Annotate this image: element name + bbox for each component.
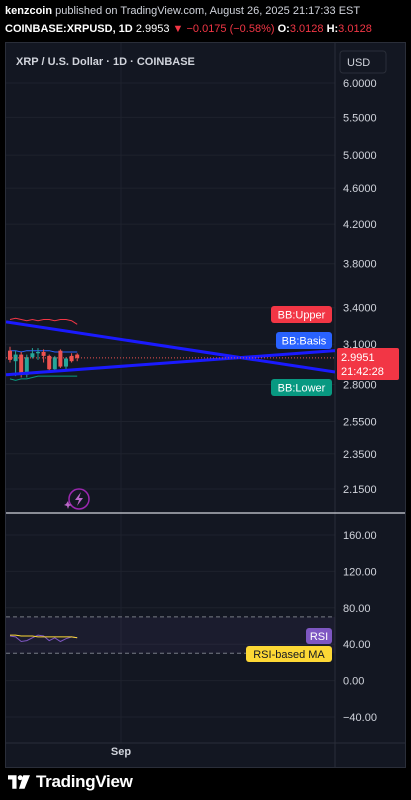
footer-bar (0, 768, 411, 800)
last-price: 2.9953 (135, 23, 170, 35)
rsi-axis-tick: 120.00 (343, 566, 377, 578)
author-name[interactable]: kenzcoin (5, 5, 53, 17)
grid-lines (6, 82, 335, 718)
rsi-axis-tick: 80.00 (343, 603, 371, 615)
candlesticks (8, 346, 80, 378)
price-axis-tick: 4.2000 (343, 219, 377, 231)
publish-line: kenzcoin published on TradingView.com, A… (5, 4, 360, 18)
lightning-icon[interactable] (64, 488, 90, 510)
candle-body (52, 357, 57, 370)
high-label: H: (326, 23, 339, 35)
candle-body (47, 355, 52, 370)
rsi-ma-line (10, 634, 78, 639)
price-tag (337, 348, 399, 380)
candle-body (41, 351, 46, 356)
trendlines[interactable] (6, 320, 336, 377)
candle-body (30, 353, 35, 358)
symbol-line: COINBASE:XRPUSD, 1D 2.9953 ▼ −0.0175 (−0… (5, 22, 372, 36)
chart-background (6, 43, 405, 767)
bb-upper-line (9, 317, 78, 325)
price-axis-tick: 3.8000 (343, 259, 377, 271)
candle-body (69, 355, 74, 362)
rsi-axis-tick: −40.00 (343, 712, 377, 724)
price-chart-svg[interactable]: 6.0000 5.5000 5.0000 4.6000 4.2000 3.8000 3.40… (6, 43, 405, 767)
bb-upper-tag (271, 306, 332, 323)
rsi-lines (9, 634, 78, 643)
candle-body (19, 354, 24, 375)
chart-header: kenzcoin published on TradingView.com, A… (0, 0, 411, 42)
trendline (6, 349, 336, 377)
price-axis-tick: 2.8000 (343, 380, 377, 392)
rsi-axis-tick: 160.00 (343, 530, 377, 542)
rsi-ma-label: RSI-based MA (253, 649, 325, 661)
candle-body (8, 350, 12, 360)
time-axis-tick-sep: Sep (111, 746, 131, 758)
chart-area[interactable]: 6.0000 5.5000 5.0000 4.6000 4.2000 3.8000 3.40… (5, 42, 406, 768)
bb-basis-tag (276, 332, 332, 349)
price-tag-value: 2.9951 (341, 352, 375, 364)
currency-box[interactable] (339, 50, 387, 74)
price-axis-labels: 6.0000 5.5000 5.0000 4.6000 4.2000 3.8000 3.40… (343, 78, 377, 724)
price-change: ▼ −0.0175 (−0.58%) (172, 23, 275, 35)
price-axis-tick: 3.4000 (343, 303, 377, 315)
price-axis-tick: 2.3500 (343, 449, 377, 461)
rsi-tag (306, 628, 332, 644)
bb-lower-line (9, 375, 78, 381)
chart-title: XRP / U.S. Dollar · 1D · COINBASE (16, 56, 195, 68)
currency-label[interactable]: USD (347, 57, 370, 69)
rsi-label: RSI (310, 631, 328, 643)
price-axis-tick: 6.0000 (343, 78, 377, 90)
bb-upper-label: BB:Upper (278, 310, 326, 322)
price-axis-tick: 2.1500 (343, 484, 377, 496)
high-value: 3.0128 (338, 23, 372, 35)
price-axis-tick: 5.5000 (343, 112, 377, 124)
symbol-label: COINBASE:XRPUSD, 1D (5, 23, 133, 35)
bb-lower-tag (271, 379, 332, 396)
trendline (6, 320, 336, 374)
candle-body (36, 351, 40, 354)
rsi-band (6, 616, 335, 654)
candle-body (64, 358, 68, 367)
candle-body (75, 354, 80, 358)
tradingview-logo-icon (8, 775, 30, 789)
rsi-axis-tick: 0.00 (343, 676, 364, 688)
published-text: published on TradingView.com, August 26,… (55, 5, 361, 17)
candle-body (58, 350, 63, 367)
bb-lower-label: BB:Lower (278, 383, 326, 395)
open-value: 3.0128 (289, 23, 324, 35)
price-axis-tick: 5.0000 (343, 150, 377, 162)
price-axis-tick: 2.5500 (343, 417, 377, 429)
countdown-value: 21:42:28 (341, 366, 384, 378)
open-label: O: (277, 23, 290, 35)
rsi-ma-tag (246, 646, 332, 662)
price-axis-tick: 4.6000 (343, 183, 377, 195)
tradingview-logo[interactable]: TradingView (8, 772, 133, 792)
candle-body (24, 357, 29, 375)
rsi-axis-tick: 40.00 (343, 639, 371, 651)
rsi-line (9, 634, 78, 643)
bb-basis-label: BB:Basis (282, 336, 327, 348)
